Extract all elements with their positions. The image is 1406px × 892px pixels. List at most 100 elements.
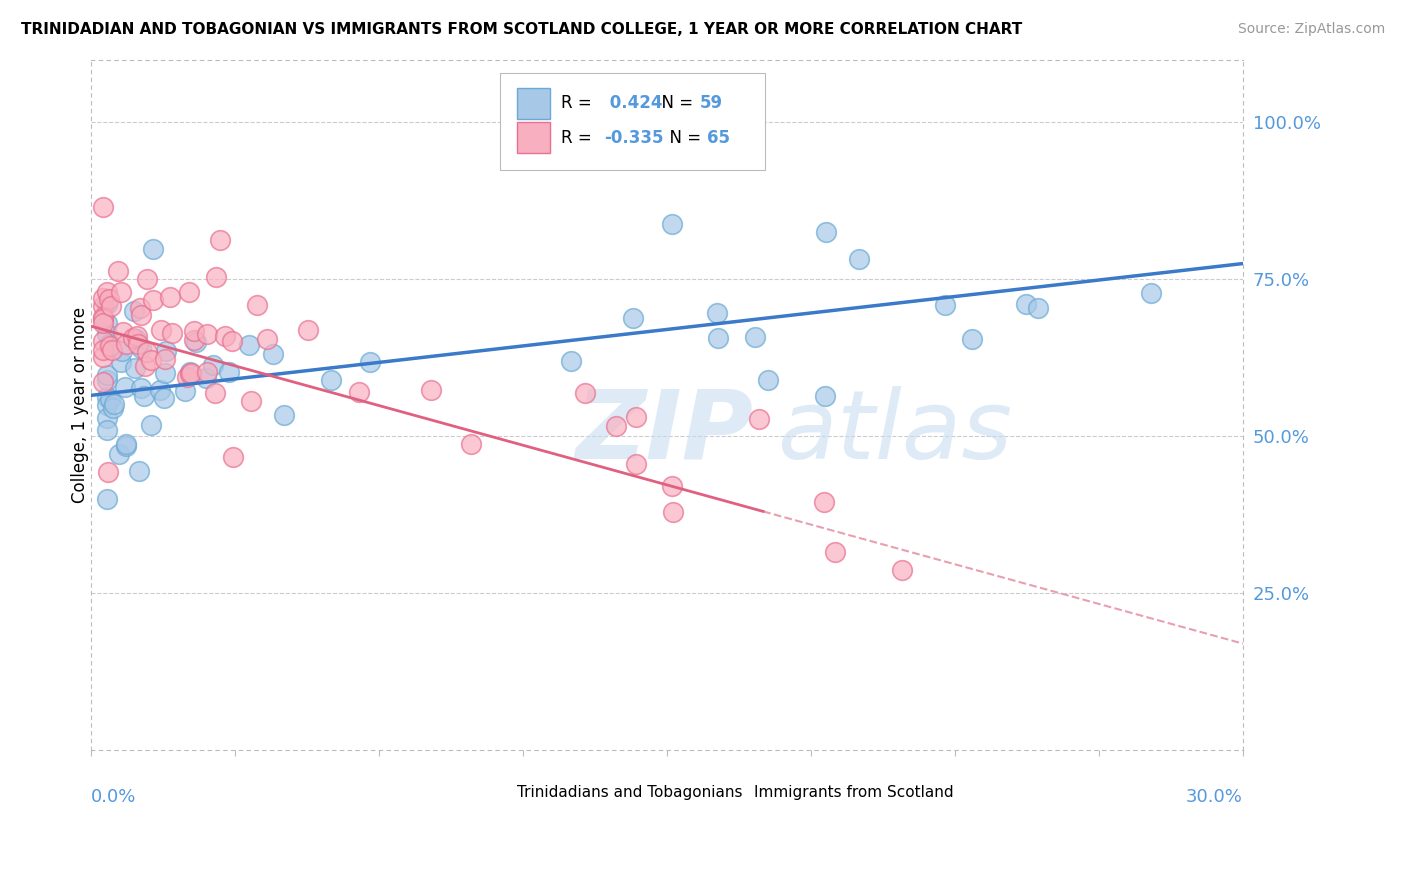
- Text: R =: R =: [561, 94, 598, 112]
- Point: [91, 311, 114, 326]
- Point: [115, 337, 138, 351]
- Point: [419, 383, 441, 397]
- Point: [560, 354, 582, 368]
- Point: [661, 217, 683, 231]
- Point: [111, 325, 134, 339]
- Point: [96, 491, 118, 506]
- Point: [176, 370, 198, 384]
- Y-axis label: College, 1 year or more: College, 1 year or more: [72, 307, 89, 503]
- Point: [246, 298, 269, 312]
- Point: [214, 329, 236, 343]
- Point: [218, 365, 240, 379]
- Point: [91, 291, 114, 305]
- Point: [127, 329, 149, 343]
- Text: atlas: atlas: [776, 386, 1011, 479]
- Point: [101, 343, 124, 357]
- Point: [101, 401, 124, 416]
- Text: Trinidadians and Tobagonians: Trinidadians and Tobagonians: [517, 785, 742, 800]
- Point: [179, 367, 201, 381]
- Point: [91, 334, 114, 348]
- Point: [96, 398, 118, 412]
- Point: [890, 563, 912, 577]
- Point: [183, 324, 205, 338]
- Point: [132, 389, 155, 403]
- Point: [824, 545, 846, 559]
- Point: [96, 373, 118, 387]
- Point: [98, 292, 121, 306]
- Text: 59: 59: [699, 94, 723, 112]
- Point: [183, 334, 205, 348]
- Point: [194, 371, 217, 385]
- Point: [273, 408, 295, 422]
- Point: [201, 359, 224, 373]
- FancyBboxPatch shape: [517, 87, 550, 119]
- FancyBboxPatch shape: [718, 780, 744, 805]
- Point: [124, 303, 146, 318]
- Point: [623, 311, 645, 326]
- Point: [110, 355, 132, 369]
- Point: [91, 200, 114, 214]
- Point: [748, 411, 770, 425]
- Point: [97, 465, 120, 479]
- Point: [177, 285, 200, 299]
- Text: N =: N =: [651, 94, 699, 112]
- Text: 0.424: 0.424: [603, 94, 662, 112]
- Point: [97, 337, 120, 351]
- Point: [359, 355, 381, 369]
- Point: [180, 366, 202, 380]
- Text: 0.0%: 0.0%: [91, 788, 136, 805]
- Point: [96, 327, 118, 342]
- Text: N =: N =: [659, 128, 706, 146]
- Point: [319, 373, 342, 387]
- Point: [141, 418, 163, 433]
- Point: [141, 352, 163, 367]
- Text: ZIP: ZIP: [575, 386, 752, 479]
- Point: [848, 252, 870, 267]
- Point: [155, 344, 177, 359]
- Text: 65: 65: [707, 128, 731, 146]
- FancyBboxPatch shape: [482, 780, 508, 805]
- Point: [142, 243, 165, 257]
- Point: [125, 332, 148, 346]
- Point: [814, 225, 837, 239]
- Point: [129, 308, 152, 322]
- Text: -0.335: -0.335: [603, 128, 664, 146]
- Point: [108, 447, 131, 461]
- Point: [460, 437, 482, 451]
- Point: [100, 299, 122, 313]
- Point: [149, 383, 172, 397]
- Point: [96, 411, 118, 425]
- Text: 30.0%: 30.0%: [1187, 788, 1243, 805]
- Point: [174, 384, 197, 398]
- Point: [96, 317, 118, 331]
- Point: [624, 457, 647, 471]
- Point: [960, 332, 983, 346]
- Point: [934, 298, 956, 312]
- Text: TRINIDADIAN AND TOBAGONIAN VS IMMIGRANTS FROM SCOTLAND COLLEGE, 1 YEAR OR MORE C: TRINIDADIAN AND TOBAGONIAN VS IMMIGRANTS…: [21, 22, 1022, 37]
- Point: [98, 392, 121, 407]
- Point: [91, 343, 114, 358]
- Point: [91, 376, 114, 390]
- Point: [347, 384, 370, 399]
- Point: [111, 344, 134, 359]
- Point: [744, 330, 766, 344]
- Point: [195, 327, 218, 342]
- Point: [1139, 285, 1161, 300]
- Point: [204, 386, 226, 401]
- Point: [222, 450, 245, 465]
- Point: [127, 336, 149, 351]
- Point: [96, 368, 118, 382]
- Point: [134, 359, 156, 373]
- Point: [179, 365, 201, 379]
- FancyBboxPatch shape: [517, 122, 550, 153]
- Text: Immigrants from Scotland: Immigrants from Scotland: [754, 785, 953, 800]
- Point: [115, 436, 138, 450]
- Point: [160, 326, 183, 340]
- Point: [624, 410, 647, 425]
- Point: [238, 337, 260, 351]
- Point: [149, 323, 172, 337]
- Point: [153, 391, 176, 405]
- Point: [756, 373, 779, 387]
- Point: [128, 464, 150, 478]
- Point: [297, 323, 319, 337]
